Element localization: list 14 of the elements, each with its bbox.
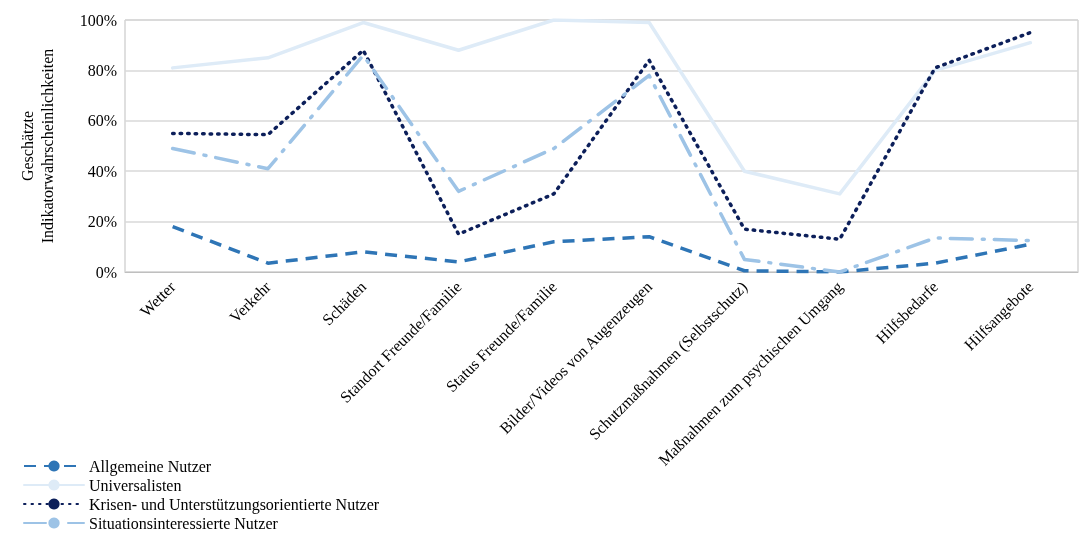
y-tick-label: 60% xyxy=(87,112,117,130)
line-series xyxy=(170,30,1033,241)
y-tick-label: 100% xyxy=(79,11,117,29)
legend-label: Krisen- und Unterstützungsorientierte Nutzer xyxy=(89,495,380,514)
legend-label: Universalisten xyxy=(89,476,182,494)
y-axis-title: Geschätzte Indikatorwahrscheinlichkeiten xyxy=(18,48,56,244)
y-tick-label: 0% xyxy=(95,263,117,281)
y-tick-label: 20% xyxy=(87,213,117,231)
legend-label: Situationsinteressierte Nutzer xyxy=(89,514,279,532)
line-series xyxy=(170,18,1033,196)
y-tick-label: 80% xyxy=(87,61,117,79)
legend-label: Allgemeine Nutzer xyxy=(89,457,212,476)
y-tick-label: 40% xyxy=(87,162,117,180)
line-series xyxy=(170,53,1033,274)
